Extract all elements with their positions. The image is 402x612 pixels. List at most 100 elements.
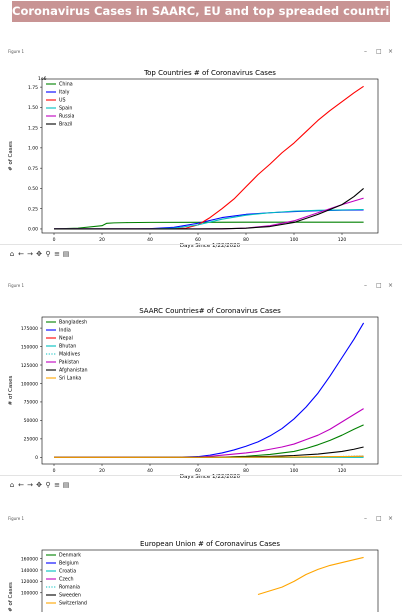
configure-icon[interactable]: ≡ bbox=[54, 481, 60, 489]
chart-title: European Union # of Coronavirus Cases bbox=[140, 540, 280, 548]
legend-label: Denmark bbox=[59, 553, 81, 559]
y-tick-label: 0.50 bbox=[28, 186, 38, 192]
toolbar-divider bbox=[0, 475, 402, 476]
maximize-button[interactable]: □ bbox=[376, 48, 382, 55]
x-tick-label: 80 bbox=[243, 468, 249, 474]
y-tick-label: 160000 bbox=[21, 556, 38, 562]
pan-icon[interactable]: ✥ bbox=[36, 481, 42, 489]
legend-label: Croatia bbox=[59, 569, 76, 575]
x-tick-label: 40 bbox=[147, 237, 153, 243]
minimize-button[interactable]: – bbox=[364, 515, 367, 522]
forward-arrow-icon[interactable]: → bbox=[27, 481, 33, 489]
home-icon[interactable]: ⌂ bbox=[9, 250, 15, 258]
configure-icon[interactable]: ≡ bbox=[54, 250, 60, 258]
y-tick-label: 50000 bbox=[24, 418, 38, 424]
y-tick-label: 1.75 bbox=[28, 85, 38, 91]
page-banner: Coronavirus Cases in SAARC, EU and top s… bbox=[12, 1, 390, 22]
legend-label: Switzerland bbox=[59, 601, 87, 607]
navigation-toolbar: ⌂ ← → ✥ ⚲ ≡ ▤ bbox=[8, 481, 70, 489]
y-tick-label: 150000 bbox=[21, 344, 38, 350]
series-line-india bbox=[53, 322, 365, 458]
y-tick-label: 100000 bbox=[21, 591, 38, 597]
series-line-pakistan bbox=[53, 408, 364, 458]
toolbar-divider bbox=[0, 244, 402, 245]
x-axis-label: Days Since 1/22/2020 bbox=[180, 474, 241, 480]
minimize-button[interactable]: – bbox=[364, 48, 367, 55]
legend-label: Afghanistan bbox=[59, 368, 88, 374]
y-offset-label: 1e6 bbox=[38, 76, 47, 82]
legend-label: Italy bbox=[59, 90, 70, 96]
window-title: Figure 1 bbox=[8, 516, 25, 521]
y-tick-label: 75000 bbox=[24, 400, 38, 406]
chart: Top Countries # of Coronavirus Cases 0.00… bbox=[8, 69, 379, 249]
close-button[interactable]: × bbox=[388, 515, 394, 522]
figure-window-saarc: Figure 1 – □ × SAARC Countries# of Coronavir… bbox=[0, 282, 402, 492]
save-icon[interactable]: ▤ bbox=[62, 250, 70, 258]
close-button[interactable]: × bbox=[388, 282, 394, 289]
chart-title: SAARC Countries# of Coronavirus Cases bbox=[139, 307, 281, 315]
legend-label: Romania bbox=[59, 585, 80, 591]
legend-label: Spain bbox=[59, 106, 72, 112]
y-tick-label: 175000 bbox=[21, 326, 38, 332]
x-tick-label: 60 bbox=[195, 468, 201, 474]
legend-label: Bangladesh bbox=[59, 320, 87, 326]
y-tick-label: 1.00 bbox=[28, 146, 38, 152]
home-icon[interactable]: ⌂ bbox=[9, 481, 15, 489]
series-line-brazil bbox=[53, 187, 364, 230]
x-tick-label: 120 bbox=[338, 468, 347, 474]
series-line-bangladesh bbox=[53, 424, 364, 458]
y-axis-label: # of Cases bbox=[8, 141, 14, 171]
zoom-icon[interactable]: ⚲ bbox=[45, 250, 51, 258]
legend-label: Czech bbox=[59, 577, 74, 583]
figure-window-eu: Figure 1 – □ × European Union # of Coronavir… bbox=[0, 515, 402, 612]
close-button[interactable]: × bbox=[388, 48, 394, 55]
legend-label: US bbox=[59, 98, 66, 104]
series-line-switzerland bbox=[257, 556, 364, 596]
y-axis-label: # of Cases bbox=[8, 376, 14, 406]
legend-label: Russia bbox=[59, 114, 74, 120]
plot-frame bbox=[41, 316, 379, 465]
zoom-icon[interactable]: ⚲ bbox=[45, 481, 51, 489]
y-tick-label: 120000 bbox=[21, 579, 38, 585]
legend-label: Pakistan bbox=[59, 360, 79, 366]
x-tick-label: 60 bbox=[195, 237, 201, 243]
chart: SAARC Countries# of Coronavirus Cases 0 25… bbox=[8, 307, 379, 480]
y-tick-label: 1.25 bbox=[28, 125, 38, 131]
legend-label: Belgium bbox=[59, 561, 79, 567]
x-tick-label: 100 bbox=[290, 237, 299, 243]
chart-title: Top Countries # of Coronavirus Cases bbox=[143, 69, 276, 77]
y-tick-label: 125000 bbox=[21, 363, 38, 369]
series-line-china bbox=[53, 221, 364, 230]
y-tick-label: 0.75 bbox=[28, 166, 38, 172]
plot-frame bbox=[41, 78, 379, 234]
legend: China Italy US Spain Russia Brazil bbox=[46, 82, 74, 128]
maximize-button[interactable]: □ bbox=[376, 515, 382, 522]
y-tick-label: 1.50 bbox=[28, 105, 38, 111]
window-titlebar: Figure 1 – □ × bbox=[0, 48, 402, 60]
figure-window-top-countries: Figure 1 – □ × Top Countries # of Coronaviru… bbox=[0, 48, 402, 263]
legend-label: Nepal bbox=[59, 336, 73, 342]
x-tick-label: 0 bbox=[53, 237, 56, 243]
plot-frame bbox=[41, 549, 379, 612]
y-axis-label: # of Cases bbox=[8, 582, 14, 612]
navigation-toolbar: ⌂ ← → ✥ ⚲ ≡ ▤ bbox=[8, 250, 70, 258]
legend: Denmark Belgium Croatia Czech Romania Sweeden… bbox=[46, 553, 87, 607]
y-tick-label: 100000 bbox=[21, 381, 38, 387]
pan-icon[interactable]: ✥ bbox=[36, 250, 42, 258]
maximize-button[interactable]: □ bbox=[376, 282, 382, 289]
legend-label: Maldives bbox=[59, 352, 81, 358]
x-tick-label: 0 bbox=[53, 468, 56, 474]
back-arrow-icon[interactable]: ← bbox=[18, 481, 24, 489]
legend-label: Brazil bbox=[59, 122, 72, 128]
x-tick-label: 80 bbox=[243, 237, 249, 243]
x-tick-label: 40 bbox=[147, 468, 153, 474]
forward-arrow-icon[interactable]: → bbox=[27, 250, 33, 258]
legend-label: Bhutan bbox=[59, 344, 76, 350]
minimize-button[interactable]: – bbox=[364, 282, 367, 289]
back-arrow-icon[interactable]: ← bbox=[18, 250, 24, 258]
save-icon[interactable]: ▤ bbox=[62, 481, 70, 489]
y-tick-label: 0.25 bbox=[28, 206, 38, 212]
legend-label: Sri Lanka bbox=[59, 376, 81, 382]
legend-label: Sweeden bbox=[59, 593, 81, 599]
y-tick-label: 0.00 bbox=[28, 227, 38, 233]
